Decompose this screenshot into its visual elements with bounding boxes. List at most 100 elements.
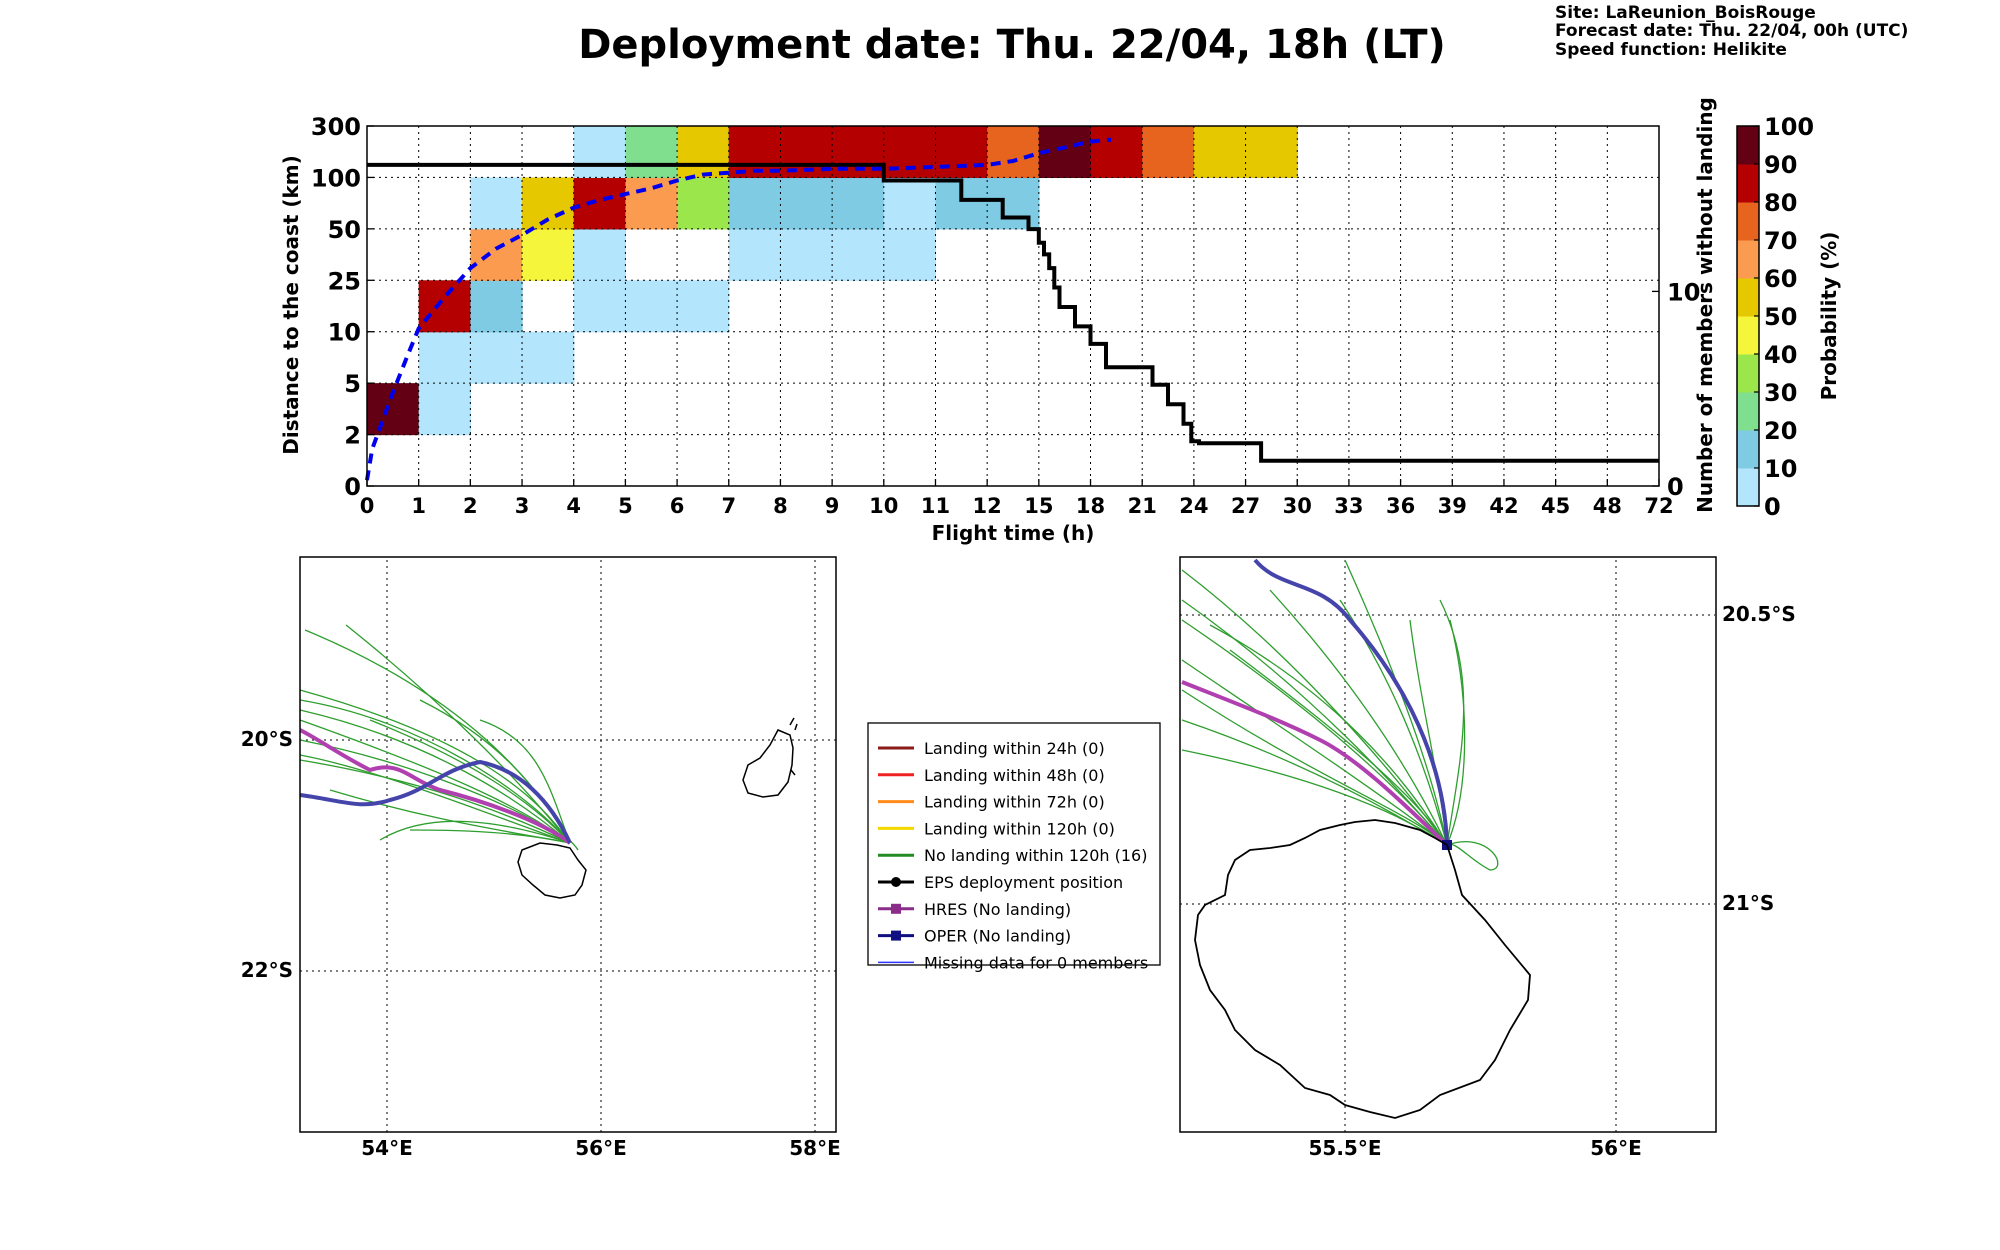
heatmap-cell <box>780 228 833 281</box>
mauritius-island-outline <box>742 729 794 798</box>
x-tick-label: 45 <box>1541 494 1570 518</box>
heatmap-cell <box>418 383 471 436</box>
mauritius-islets <box>789 717 798 776</box>
x-tick-label: 18 <box>1076 494 1105 518</box>
heatmap-cell <box>832 177 885 230</box>
heatmap-cell <box>573 280 626 333</box>
legend-label: HRES (No landing) <box>924 900 1071 919</box>
x-tick-label: 48 <box>1593 494 1622 518</box>
x-tick-label: 21 <box>1128 494 1157 518</box>
left-map-frame <box>299 556 837 1133</box>
heatmap-cell <box>677 126 730 179</box>
heatmap-cell <box>677 177 730 230</box>
heatmap-cell <box>573 177 626 230</box>
colorbar-tick-label: 20 <box>1764 417 1797 445</box>
right-map-frame <box>1179 556 1717 1133</box>
legend-label: Landing within 48h (0) <box>924 766 1105 785</box>
legend-label: EPS deployment position <box>924 873 1123 892</box>
colorbar-segment <box>1737 392 1759 431</box>
heatmap-y2-ticks: 0 10 <box>1652 278 1700 501</box>
legend-marker <box>891 877 901 887</box>
colorbar-segment <box>1737 278 1759 317</box>
trajectory-legend: Landing within 24h (0) Landing within 48h… <box>867 722 1161 972</box>
y-tick-label: 25 <box>328 267 361 295</box>
reunion-island-outline-left <box>517 842 587 899</box>
colorbar-tick-label: 10 <box>1764 455 1797 483</box>
x-tick-label: 36 <box>1386 494 1415 518</box>
colorbar-label: Probability (%) <box>1817 232 1841 401</box>
heatmap-cell <box>1142 126 1195 179</box>
right-map-ytick-1: 21°S <box>1722 891 1774 915</box>
legend-label: Landing within 24h (0) <box>924 739 1105 758</box>
y2-axis-label: Number of members without landing <box>1693 97 1717 513</box>
heatmap-cell <box>780 177 833 230</box>
left-map-ytick-1: 22°S <box>241 958 293 982</box>
x-tick-label: 33 <box>1334 494 1363 518</box>
legend-label: No landing within 120h (16) <box>924 846 1147 865</box>
x-tick-label: 4 <box>566 494 581 518</box>
x-tick-label: 12 <box>973 494 1002 518</box>
reunion-island-outline-right <box>1194 819 1531 1119</box>
x-tick-label: 11 <box>921 494 950 518</box>
heatmap-frame <box>366 125 1660 487</box>
site-label: Site: LaReunion_BoisRouge <box>1555 3 1816 23</box>
y2-tick-label: 0 <box>1667 473 1684 501</box>
colorbar-segment <box>1737 202 1759 241</box>
hres-trajectory-left <box>299 728 572 845</box>
colorbar-tick-label: 60 <box>1764 265 1797 293</box>
y-tick-label: 10 <box>328 319 361 347</box>
legend-marker <box>891 930 901 941</box>
heatmap-cells <box>367 126 1298 436</box>
x-tick-label: 24 <box>1179 494 1208 518</box>
legend-label: Landing within 120h (0) <box>924 819 1115 838</box>
forecast-label: Forecast date: Thu. 22/04, 00h (UTC) <box>1555 21 1908 41</box>
heatmap-cell <box>522 331 575 384</box>
colorbar-tick-label: 100 <box>1764 113 1814 141</box>
heatmap-cell <box>677 280 730 333</box>
x-tick-label: 10 <box>869 494 898 518</box>
figure-title: Deployment date: Thu. 22/04, 18h (LT) <box>578 22 1446 68</box>
x-tick-label: 7 <box>721 494 736 518</box>
heatmap-cell <box>625 280 678 333</box>
x-tick-label: 39 <box>1438 494 1467 518</box>
heatmap-cell <box>1245 126 1298 179</box>
colorbar-segment <box>1737 126 1759 165</box>
colorbar-cells <box>1737 126 1759 507</box>
y-axis-label: Distance to the coast (km) <box>279 155 303 455</box>
x-tick-label: 0 <box>360 494 375 518</box>
members-without-landing-line <box>367 162 1659 463</box>
oper-trajectory-right <box>1253 558 1449 846</box>
heatmap-cell <box>728 177 782 230</box>
heatmap-cell <box>470 177 523 230</box>
local-trajectory-map: 55.5°E 56°E 20.5°S 21°S <box>1179 556 1796 1160</box>
heatmap-cell <box>832 228 885 281</box>
heatmap-cell <box>573 228 626 281</box>
colorbar-segment <box>1737 164 1759 203</box>
legend-frame <box>867 722 1161 966</box>
heatmap-cell <box>625 177 678 230</box>
distance-heatmap: 0 1 2 3 4 5 6 7 8 9 10 11 12 15 18 21 24 27 30 33 36 39 42 45 48… <box>279 97 1717 545</box>
legend-label: Missing data for 0 members <box>924 953 1148 972</box>
ensemble-trajectories-left <box>299 624 579 851</box>
left-map-ytick-0: 20°S <box>241 727 293 751</box>
heatmap-cell <box>522 228 575 281</box>
heatmap-cell <box>573 126 626 179</box>
y-tick-label: 2 <box>344 422 361 450</box>
probability-colorbar: 0 10 20 30 40 50 60 70 80 90 100 Probability (%) <box>1736 113 1841 521</box>
left-map-xtick-0: 54°E <box>361 1136 413 1160</box>
y-tick-label: 50 <box>328 216 361 244</box>
heatmap-cell <box>1090 126 1143 179</box>
x-tick-label: 1 <box>411 494 426 518</box>
colorbar-tick-label: 0 <box>1764 493 1781 521</box>
legend-label: OPER (No landing) <box>924 927 1071 946</box>
heatmap-cell <box>470 331 523 384</box>
colorbar-tick-label: 70 <box>1764 227 1797 255</box>
x-tick-label: 9 <box>825 494 840 518</box>
heatmap-cell <box>470 280 523 333</box>
x-tick-label: 27 <box>1231 494 1260 518</box>
colorbar-segment <box>1737 468 1759 507</box>
heatmap-x-ticks: 0 1 2 3 4 5 6 7 8 9 10 11 12 15 18 21 24 27 30 33 36 39 42 45 48… <box>360 479 1674 518</box>
x-axis-label: Flight time (h) <box>932 521 1095 545</box>
heatmap-cell <box>418 280 471 333</box>
